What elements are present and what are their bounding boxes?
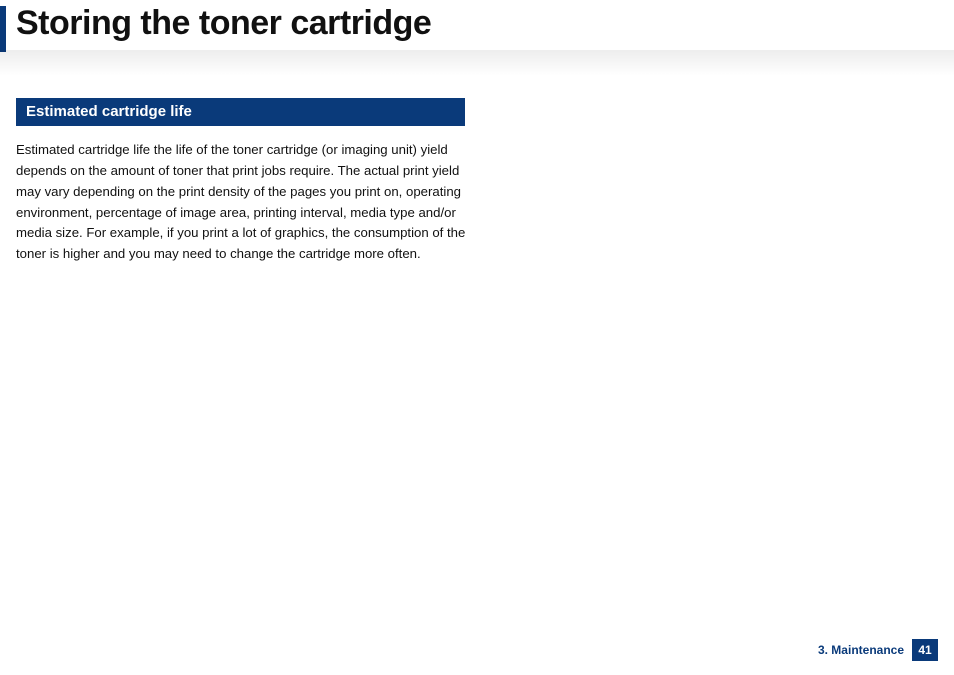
content-column: Estimated cartridge life Estimated cartr… xyxy=(16,98,476,265)
section-heading: Estimated cartridge life xyxy=(16,98,465,126)
title-row: Storing the toner cartridge xyxy=(0,0,954,52)
footer-section-label: 3. Maintenance xyxy=(818,643,904,657)
title-accent-bar xyxy=(0,6,6,52)
title-shadow xyxy=(0,50,954,76)
section-body: Estimated cartridge life the life of the… xyxy=(16,140,468,265)
footer-page-number: 41 xyxy=(912,639,938,661)
page-footer: 3. Maintenance 41 xyxy=(818,639,938,661)
document-page: Storing the toner cartridge Estimated ca… xyxy=(0,0,954,675)
page-title: Storing the toner cartridge xyxy=(16,4,431,52)
